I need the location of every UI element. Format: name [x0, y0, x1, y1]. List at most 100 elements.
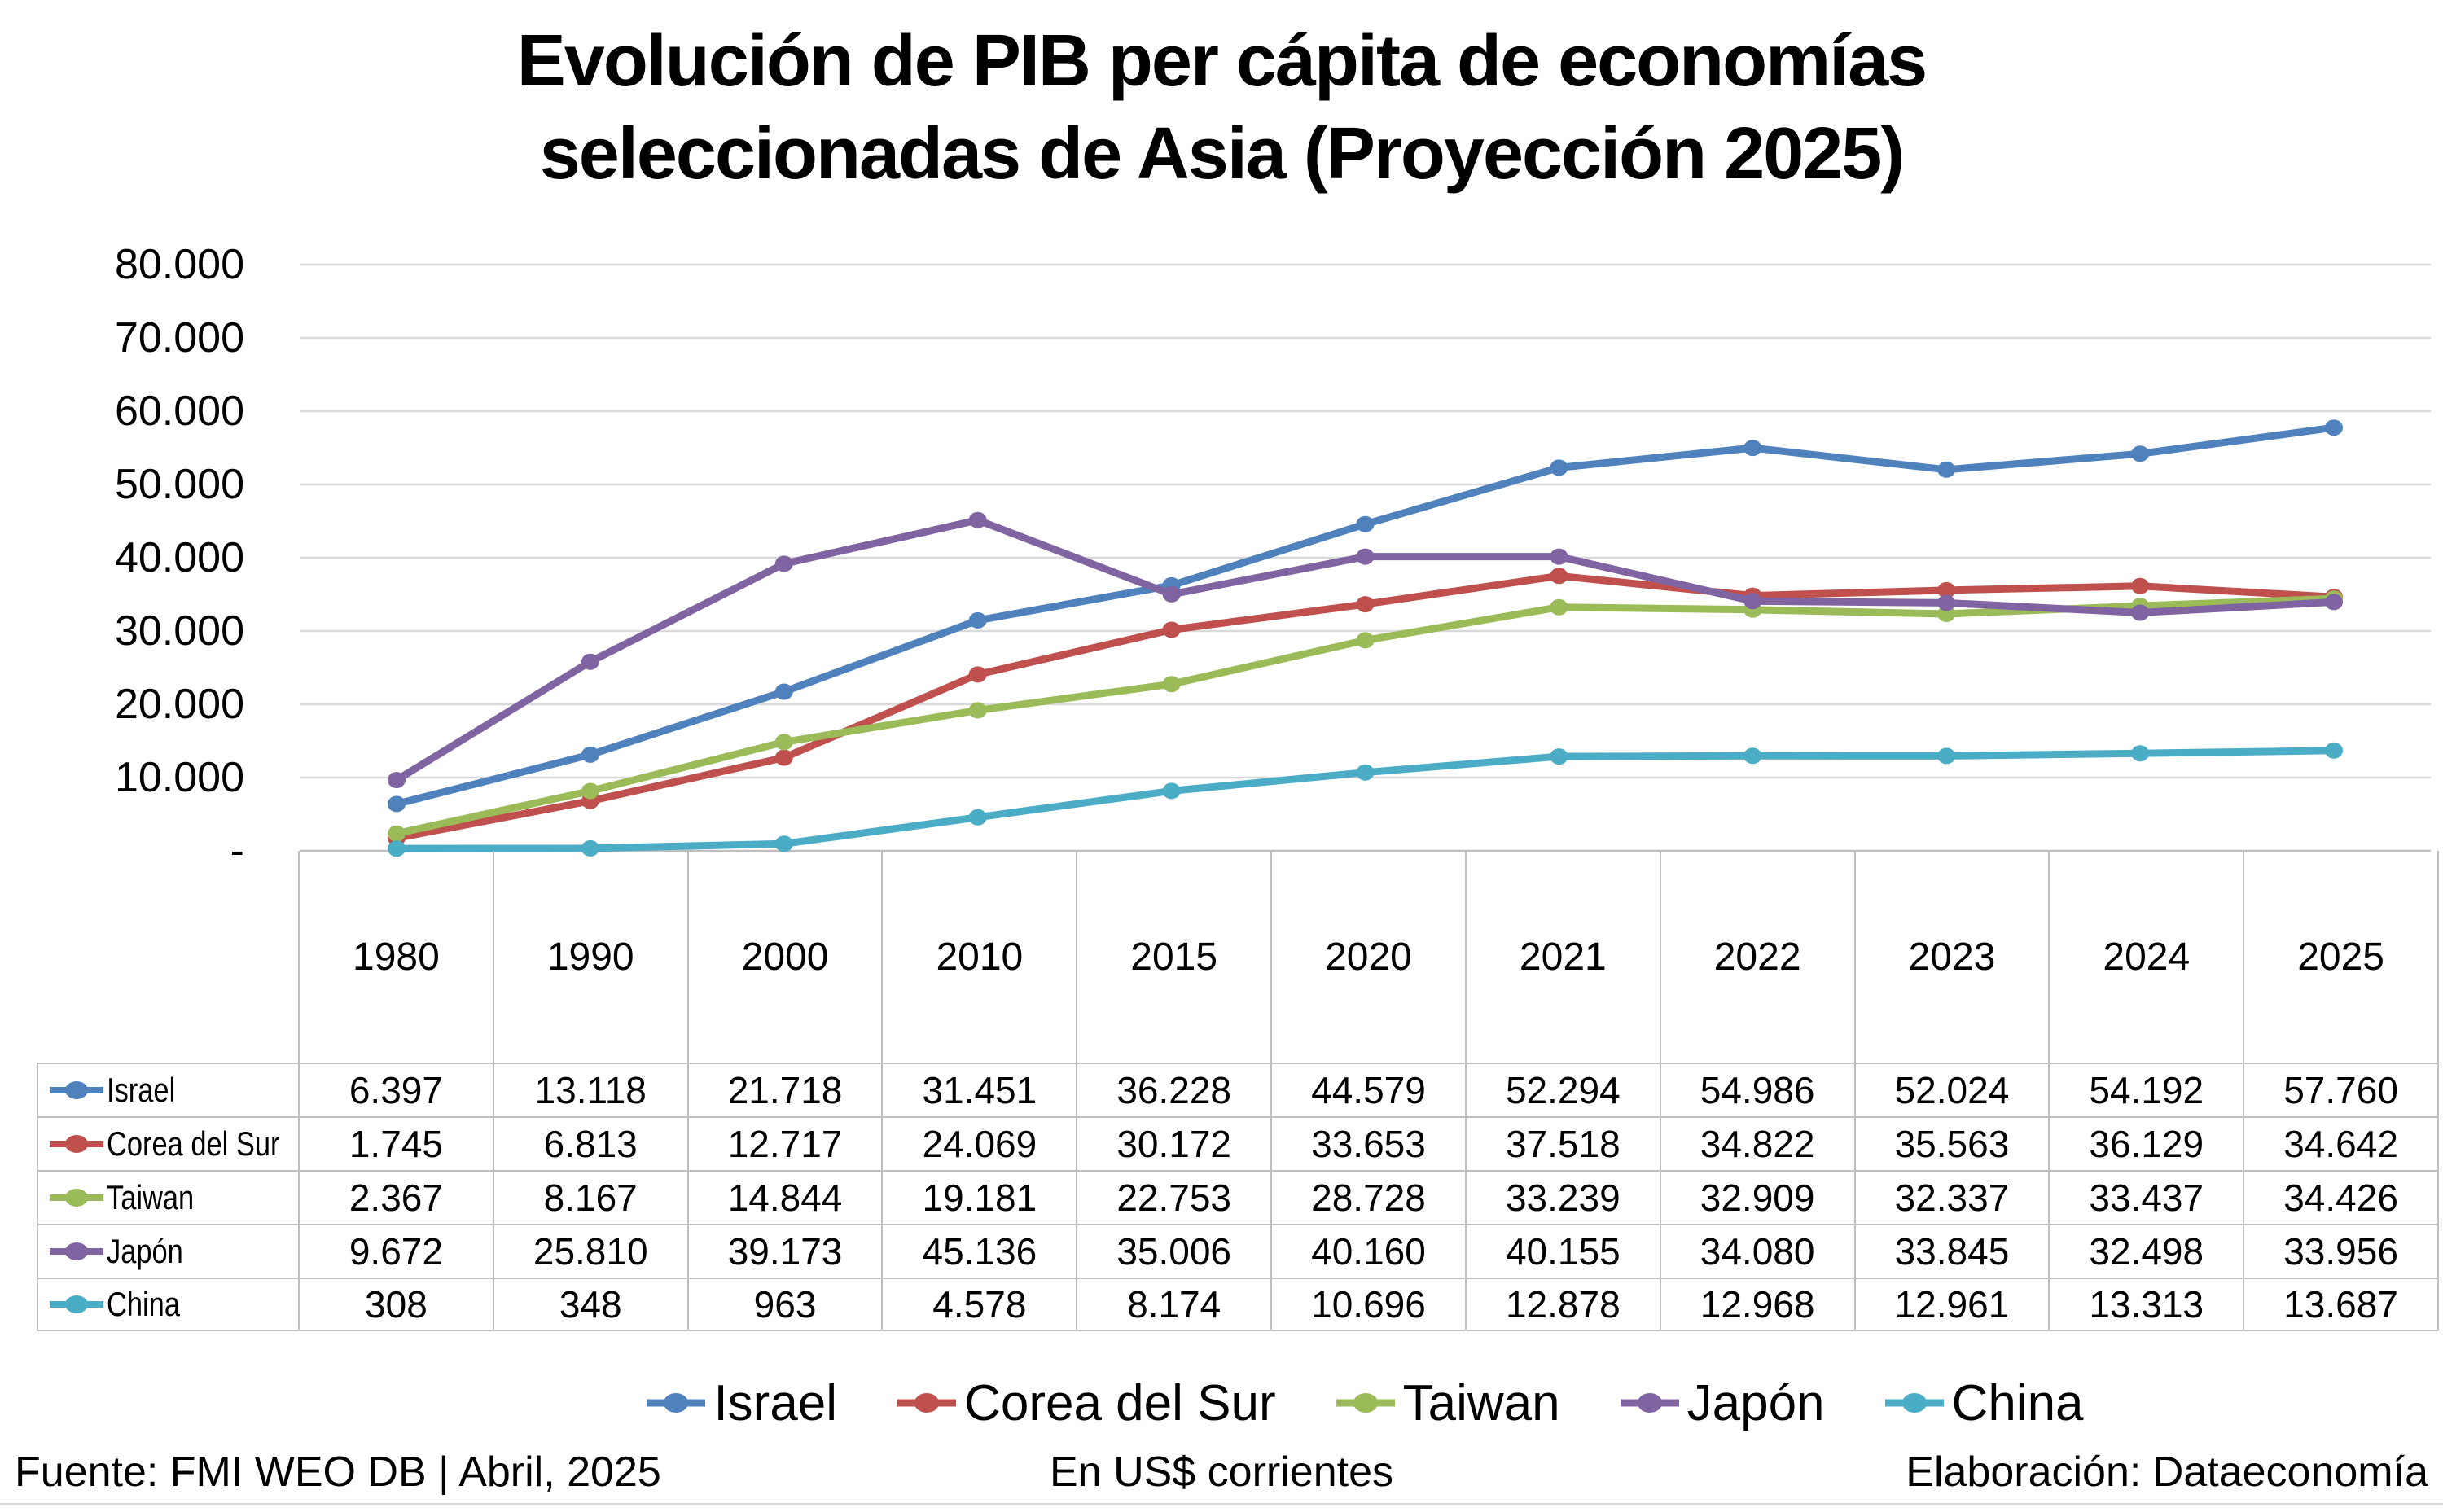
data-point-israel — [1743, 440, 1762, 457]
data-point-corea-del-sur — [1937, 581, 1956, 598]
year-header: 2024 — [2050, 851, 2245, 1063]
table-value-cell: 24.069 — [883, 1116, 1078, 1170]
data-point-israel — [388, 795, 406, 813]
table-value-cell: 33.239 — [1466, 1170, 1661, 1224]
table-value-cell: 8.167 — [493, 1170, 689, 1224]
legend-label: Israel — [713, 1374, 838, 1431]
data-point-japon — [1550, 548, 1568, 565]
table-value-cell: 12.961 — [1855, 1278, 2050, 1331]
chart-title-line1: Evolución de PIB per cápita de economías — [516, 20, 1928, 102]
series-row-label-corea-del-sur: Corea del Sur — [37, 1116, 300, 1170]
legend-key-icon — [50, 1135, 103, 1153]
data-point-japon — [581, 653, 599, 670]
table-value-cell: 32.337 — [1855, 1170, 2050, 1224]
data-point-china — [581, 839, 599, 857]
source-note: Fuente: FMI WEO DB | Abril, 2025 — [15, 1448, 661, 1496]
data-point-israel — [968, 611, 987, 629]
data-point-china — [2131, 745, 2150, 762]
table-value-cell: 33.845 — [1855, 1224, 2050, 1278]
table-value-cell: 13.687 — [2244, 1278, 2439, 1331]
year-header: 2010 — [883, 851, 1078, 1063]
data-point-china — [1356, 764, 1375, 781]
data-point-japon — [2131, 604, 2150, 621]
data-point-china — [2325, 742, 2343, 759]
table-value-cell: 13.118 — [493, 1063, 689, 1116]
year-header: 2021 — [1467, 851, 1661, 1063]
table-value-cell: 2.367 — [300, 1170, 494, 1224]
table-value-cell: 10.696 — [1272, 1278, 1467, 1331]
year-header: 2015 — [1077, 851, 1273, 1063]
data-point-china — [968, 809, 987, 826]
table-value-cell: 33.956 — [2244, 1224, 2439, 1278]
table-value-cell: 54.986 — [1660, 1063, 1856, 1116]
data-point-taiwan — [1162, 676, 1181, 693]
data-point-israel — [1937, 461, 1956, 478]
units-note: En US$ corrientes — [1050, 1448, 1393, 1496]
y-tick-label: 50.000 — [114, 461, 244, 508]
data-point-china — [774, 835, 793, 852]
table-value-cell: 34.080 — [1660, 1224, 1856, 1278]
legend-key-icon — [50, 1242, 103, 1260]
series-name: China — [107, 1285, 180, 1323]
legend-label: Corea del Sur — [964, 1374, 1276, 1431]
table-value-cell: 33.653 — [1272, 1116, 1467, 1170]
legend-label: Taiwan — [1402, 1374, 1560, 1431]
series-name: Corea del Sur — [107, 1124, 280, 1163]
y-tick-label: 60.000 — [114, 388, 244, 435]
legend-item-japon: Japón — [1620, 1374, 1825, 1432]
data-point-japon — [388, 772, 406, 788]
table-value-cell: 34.822 — [1660, 1116, 1856, 1170]
year-header: 2022 — [1661, 851, 1856, 1063]
table-value-cell: 30.172 — [1077, 1116, 1273, 1170]
year-header: 1980 — [300, 851, 494, 1063]
data-point-taiwan — [581, 782, 599, 800]
year-header: 2020 — [1272, 851, 1467, 1063]
credit-note: Elaboración: Dataeconomía — [1906, 1448, 2428, 1496]
table-value-cell: 1.745 — [300, 1116, 494, 1170]
data-point-taiwan — [1356, 632, 1375, 649]
legend-item-china: China — [1884, 1374, 2084, 1432]
table-value-cell: 34.642 — [2244, 1116, 2439, 1170]
chart-title: Evolución de PIB per cápita de economías… — [0, 15, 2443, 200]
data-point-china — [388, 840, 406, 857]
y-tick-label: 20.000 — [114, 681, 244, 728]
legend-key-icon — [897, 1393, 957, 1413]
data-point-corea-del-sur — [1550, 568, 1568, 585]
y-tick-label: 80.000 — [114, 241, 244, 288]
chart-footer: Fuente: FMI WEO DB | Abril, 2025 En US$ … — [0, 1448, 2443, 1497]
table-value-cell: 25.810 — [493, 1224, 689, 1278]
table-value-cell: 32.909 — [1660, 1170, 1856, 1224]
legend-key-icon — [647, 1393, 706, 1413]
table-value-cell: 19.181 — [883, 1170, 1078, 1224]
table-value-cell: 37.518 — [1466, 1116, 1661, 1170]
table-value-cell: 963 — [688, 1278, 884, 1331]
data-point-japon — [2325, 594, 2343, 611]
data-point-japon — [1937, 594, 1956, 611]
table-value-cell: 54.192 — [2050, 1063, 2245, 1116]
legend-key-icon — [50, 1081, 103, 1099]
y-tick-label: - — [230, 827, 244, 874]
chart-legend: Israel Corea del Sur Taiwan Japón China — [300, 1374, 2431, 1431]
series-name: Taiwan — [107, 1178, 195, 1216]
table-value-cell: 13.313 — [2050, 1278, 2245, 1331]
data-point-taiwan — [1550, 598, 1568, 616]
data-point-japon — [968, 511, 987, 528]
data-point-china — [1743, 747, 1762, 765]
y-tick-label: 70.000 — [114, 314, 244, 362]
table-value-cell: 12.968 — [1660, 1278, 1856, 1331]
table-value-cell: 6.397 — [300, 1063, 494, 1116]
data-table: 1980 1990 2000 2010 2015 2020 2021 2022 2023 2024… — [37, 851, 2439, 1331]
data-point-japon — [1743, 593, 1762, 610]
table-value-cell: 22.753 — [1077, 1170, 1273, 1224]
table-value-cell: 14.844 — [688, 1170, 884, 1224]
legend-label: China — [1951, 1374, 2084, 1431]
data-point-japon — [1162, 585, 1181, 603]
legend-key-icon — [50, 1189, 103, 1207]
series-row-label-taiwan: Taiwan — [37, 1170, 300, 1224]
table-value-cell: 52.024 — [1855, 1063, 2050, 1116]
table-value-cell: 8.174 — [1077, 1278, 1273, 1331]
table-value-cell: 9.672 — [300, 1224, 494, 1278]
table-value-cell: 12.717 — [688, 1116, 884, 1170]
